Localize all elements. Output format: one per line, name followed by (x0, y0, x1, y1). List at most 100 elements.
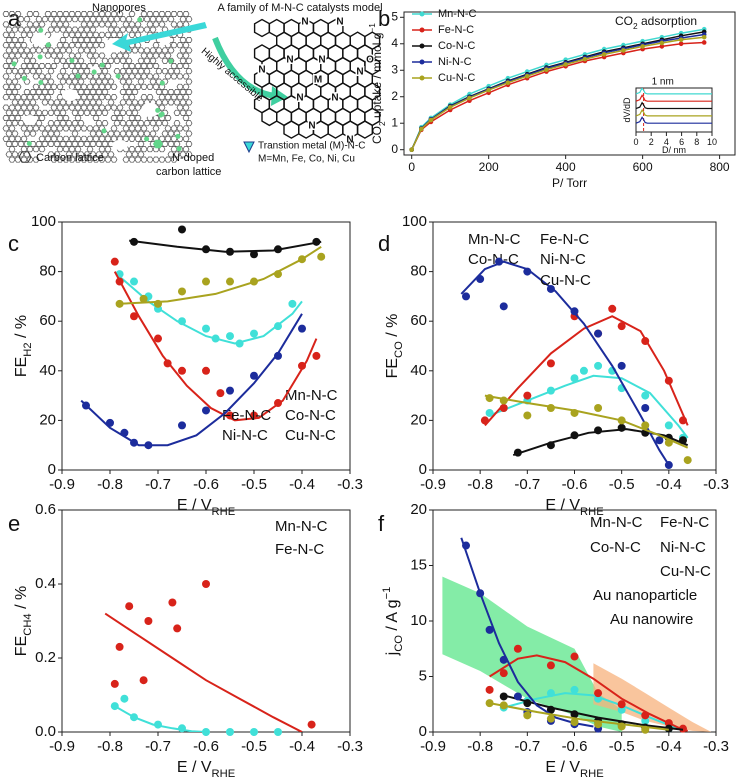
label-part: adsorption (638, 14, 697, 28)
label-part: RHE (212, 506, 236, 518)
carbon-hexagon (113, 57, 121, 64)
fit-line (80, 313, 303, 447)
point (546, 714, 555, 723)
carbon-hexagon (47, 109, 55, 116)
carbon-hexagon (38, 115, 46, 121)
y-tick-label: 5 (419, 667, 427, 684)
carbon-hexagon (80, 94, 88, 101)
y-tick-label: 5 (391, 9, 398, 23)
legend-label: Mn-N-C (590, 514, 643, 531)
carbon-hexagon (2, 83, 10, 90)
legend-label: Mn-N-C (285, 387, 338, 404)
point (641, 711, 650, 720)
carbon-hexagon (98, 31, 106, 38)
n-dopant (38, 27, 44, 33)
carbon-hexagon (2, 11, 10, 17)
carbon-hexagon (125, 26, 133, 33)
carbon-hexagon (41, 130, 49, 137)
x-tick-label: 600 (633, 160, 653, 174)
carbon-hexagon (20, 63, 28, 69)
carbon-hexagon (80, 11, 88, 17)
label-part: j (384, 652, 401, 657)
carbon-hexagon (185, 57, 193, 64)
carbon-hexagon (86, 135, 94, 142)
carbon-hexagon (131, 68, 139, 75)
carbon-hexagon (134, 156, 142, 163)
carbon-hexagon (161, 130, 169, 137)
carbon-hexagon (5, 47, 13, 54)
point (250, 250, 258, 259)
carbon-hexagon (128, 135, 136, 142)
legend-label: Mn-N-C (468, 231, 521, 248)
x-tick-label: -0.4 (656, 476, 682, 493)
band (593, 663, 712, 732)
carbon-hexagon (53, 130, 61, 137)
point (523, 699, 532, 708)
carbon-hexagon (128, 156, 136, 163)
point (202, 324, 210, 333)
carbon-hexagon (38, 73, 46, 80)
carbon-hexagon (32, 73, 40, 80)
point (485, 699, 494, 708)
legend-hexagon (18, 151, 32, 163)
carbon-hexagon (5, 120, 13, 127)
x-tick-label: -0.3 (703, 738, 729, 755)
x-tick-label: 200 (479, 160, 499, 174)
carbon-hexagon (50, 104, 58, 111)
x-tick-label: 800 (710, 160, 730, 174)
carbon-hexagon (98, 156, 106, 163)
carbon-hexagon (149, 120, 157, 127)
point (659, 40, 665, 46)
carbon-hexagon (20, 135, 28, 142)
legend-ndoped: N-doped (172, 152, 214, 164)
carbon-hexagon (47, 26, 55, 33)
carbon-hexagon (29, 26, 37, 33)
carbon-hexagon (41, 47, 49, 54)
point (467, 95, 472, 101)
carbon-hexagon (89, 78, 97, 85)
carbon-hexagon (149, 47, 157, 54)
carbon-hexagon (185, 151, 193, 158)
carbon-hexagon (20, 146, 28, 153)
label-part: FE (384, 358, 401, 378)
carbon-hexagon (185, 47, 193, 54)
label-part: E / V (545, 497, 580, 514)
point (130, 713, 138, 722)
point (462, 541, 471, 550)
carbon-hexagon (113, 16, 121, 23)
carbon-hexagon (143, 57, 151, 64)
point (106, 418, 114, 427)
carbon-hexagon (11, 68, 19, 75)
pore (62, 89, 78, 101)
carbon-hexagon (77, 26, 85, 33)
pore-arrow (112, 22, 207, 52)
carbon-hexagon (158, 94, 166, 101)
legend-label: Co-N-C (590, 539, 641, 556)
carbon-hexagon (89, 130, 97, 137)
point (485, 685, 494, 694)
carbon-hexagon (134, 63, 142, 69)
point (499, 396, 508, 405)
carbon-hexagon (56, 125, 64, 132)
carbon-hexagon (68, 104, 76, 111)
carbon-hexagon (14, 83, 22, 90)
point (120, 694, 129, 703)
carbon-hexagon (26, 125, 34, 132)
x-tick-label: 8 (694, 137, 699, 147)
n-dopant (26, 140, 32, 146)
point (154, 720, 162, 729)
carbon-hexagon (2, 135, 10, 142)
point (250, 411, 258, 420)
carbon-hexagon (89, 141, 97, 147)
carbon-hexagon (95, 16, 103, 23)
atom-label: N (301, 17, 308, 28)
point (130, 312, 138, 321)
legend-label: Fe-N-C (275, 541, 324, 558)
legend-label: Co-N-C (468, 251, 519, 268)
label-part: FE (13, 636, 30, 656)
carbon-hexagon (50, 156, 58, 163)
carbon-hexagon (8, 83, 16, 90)
carbon-hexagon (62, 125, 70, 132)
point (570, 408, 579, 417)
